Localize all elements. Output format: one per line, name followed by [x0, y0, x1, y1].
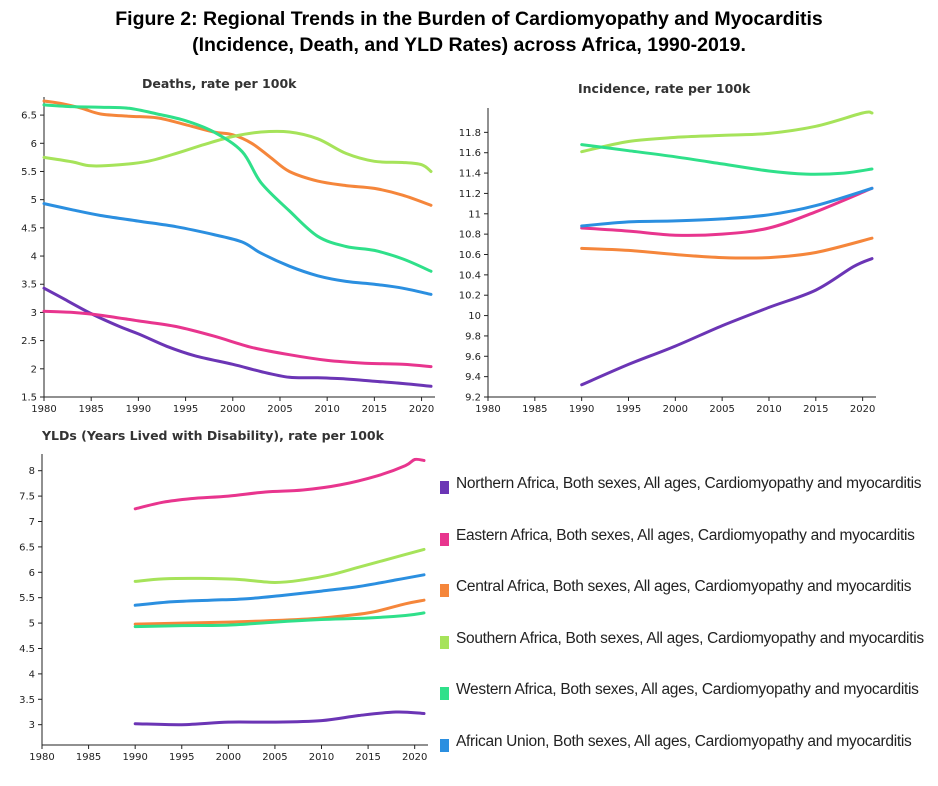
- deaths-x-tick-label: 1990: [126, 404, 151, 415]
- deaths-y-tick-label: 1.5: [21, 393, 37, 404]
- legend-label-central-africa: Central Africa, Both sexes, All ages, Ca…: [456, 578, 912, 595]
- legend-item-african-union[interactable]: African Union, Both sexes, All ages, Car…: [438, 728, 938, 780]
- deaths-y-tick-label: 4: [31, 252, 37, 263]
- deaths-x-tick-label: 2000: [220, 404, 245, 415]
- legend-item-eastern-africa[interactable]: Eastern Africa, Both sexes, All ages, Ca…: [438, 522, 938, 574]
- deaths-x-tick-label: 2010: [314, 404, 339, 415]
- legend-label-northern-africa: Northern Africa, Both sexes, All ages, C…: [456, 475, 922, 492]
- legend-swatch-northern-africa: [440, 481, 449, 494]
- deaths-series-northern-africa: [42, 286, 433, 388]
- deaths-series-southern-africa: [42, 129, 433, 173]
- deaths-y-tick-label: 5: [31, 195, 37, 206]
- legend-swatch-eastern-africa: [440, 532, 449, 546]
- legend: Northern Africa, Both sexes, All ages, C…: [438, 470, 938, 779]
- deaths-y-tick-label: 6.5: [21, 111, 37, 122]
- legend-label-western-africa: Western Africa, Both sexes, All ages, Ca…: [456, 681, 919, 698]
- deaths-chart-title: Deaths, rate per 100k: [142, 76, 297, 91]
- figure-title: Figure 2: Regional Trends in the Burden …: [0, 6, 938, 58]
- deaths-y-tick-label: 2: [31, 364, 37, 375]
- deaths-series-eastern-africa: [42, 309, 433, 369]
- legend-swatch-southern-africa: [440, 635, 449, 649]
- legend-item-western-africa[interactable]: Western Africa, Both sexes, All ages, Ca…: [438, 676, 938, 728]
- deaths-y-tick-label: 3: [31, 308, 37, 319]
- deaths-series-african-union: [42, 202, 433, 296]
- deaths-x-tick-label: 1985: [78, 404, 103, 415]
- deaths-y-tick-label: 6: [31, 139, 37, 150]
- deaths-series-central-africa: [42, 99, 433, 207]
- legend-swatch-western-africa: [440, 687, 449, 700]
- deaths-x-tick-label: 2020: [409, 404, 434, 415]
- figure-title-line-2: (Incidence, Death, and YLD Rates) across…: [192, 34, 746, 56]
- deaths-y-tick-label: 2.5: [21, 336, 37, 347]
- legend-swatch-african-union: [440, 738, 449, 752]
- legend-label-southern-africa: Southern Africa, Both sexes, All ages, C…: [456, 629, 924, 647]
- deaths-x-tick-label: 1980: [31, 404, 56, 415]
- legend-item-southern-africa[interactable]: Southern Africa, Both sexes, All ages, C…: [438, 625, 938, 677]
- deaths-x-tick-label: 1995: [173, 404, 198, 415]
- legend-label-eastern-africa: Eastern Africa, Both sexes, All ages, Ca…: [456, 526, 915, 544]
- deaths-y-tick-label: 4.5: [21, 223, 37, 234]
- legend-item-central-africa[interactable]: Central Africa, Both sexes, All ages, Ca…: [438, 573, 938, 625]
- legend-label-african-union: African Union, Both sexes, All ages, Car…: [456, 732, 912, 750]
- deaths-x-tick-label: 2005: [267, 404, 292, 415]
- deaths-y-tick-label: 3.5: [21, 280, 37, 291]
- deaths-x-tick-label: 2015: [362, 404, 387, 415]
- legend-swatch-central-africa: [440, 584, 449, 597]
- legend-item-northern-africa[interactable]: Northern Africa, Both sexes, All ages, C…: [438, 470, 938, 522]
- deaths-y-tick-label: 5.5: [21, 167, 37, 178]
- figure-title-line-1: Figure 2: Regional Trends in the Burden …: [115, 8, 823, 30]
- deaths-series-western-africa: [42, 103, 433, 273]
